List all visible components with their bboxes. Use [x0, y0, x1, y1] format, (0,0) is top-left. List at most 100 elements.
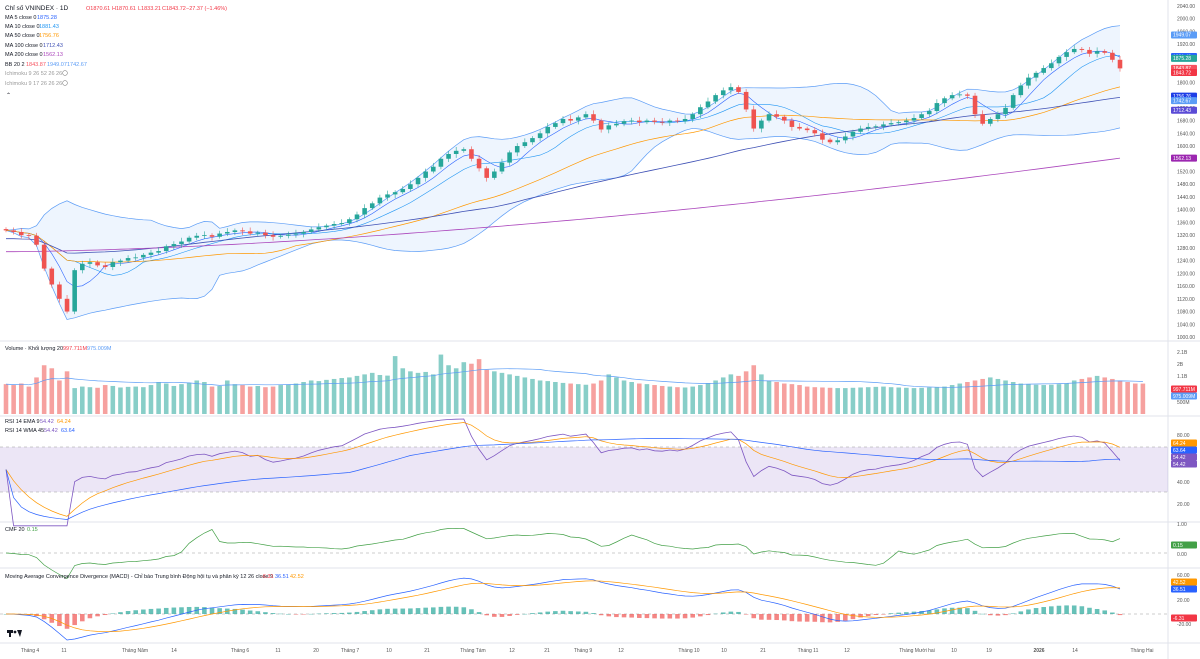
candle-body — [1018, 85, 1024, 96]
macd-histogram-bar — [118, 612, 123, 614]
macd-histogram-bar — [1049, 606, 1054, 614]
volume-bar — [34, 377, 39, 414]
macd-histogram-bar — [675, 614, 680, 619]
volume-bar — [484, 369, 489, 414]
rsi-line2-label[interactable]: RSI 14 WMA 45 — [5, 428, 44, 434]
cmf-line — [5, 527, 1121, 579]
volume-bar — [713, 380, 718, 414]
bb-label[interactable]: BB 20 2 — [5, 62, 25, 68]
volume-bar — [720, 377, 726, 414]
eye-off-icon[interactable] — [62, 70, 68, 76]
candle-body — [972, 95, 978, 115]
volume-bar — [232, 384, 238, 414]
macd-histogram-bar — [438, 606, 444, 614]
cmf-series — [5, 527, 1121, 579]
ichimoku2-label[interactable]: Ichimoku 9 17 26 26 26 — [5, 81, 62, 87]
time-axis-label: 2026 — [1033, 648, 1044, 654]
ma50-label[interactable]: MA 50 close 0 — [5, 33, 40, 39]
price-axis-label: 1360.00 — [1177, 220, 1195, 226]
price-tag-bg — [1171, 54, 1197, 62]
macd-axis-label: 60.00 — [1177, 573, 1190, 579]
volume-bar — [1033, 384, 1039, 414]
time-axis-label: Tháng Tám — [460, 648, 485, 654]
candle-body — [545, 126, 551, 134]
ma100-label[interactable]: MA 100 close 0 — [5, 43, 43, 49]
time-axis-label: 11 — [275, 648, 280, 654]
macd-histogram-bar — [560, 610, 566, 614]
candle-body — [553, 123, 558, 127]
volume-bar — [751, 365, 757, 414]
time-axis-label: 10 — [386, 648, 392, 654]
collapse-legend-icon[interactable]: ⌃ — [6, 92, 11, 99]
ma5-line — [5, 50, 1121, 288]
candle-body — [209, 235, 215, 237]
candle-body — [392, 192, 398, 195]
macd-tag: 36.51 — [1173, 587, 1186, 593]
macd-label[interactable]: Moving Average Convergence Divergence (M… — [5, 573, 273, 580]
volume-bar — [1094, 375, 1100, 414]
cmf-label[interactable]: CMF 20 — [5, 527, 25, 533]
candle-body — [141, 254, 146, 258]
ichimoku1-label[interactable]: Ichimoku 9 26 52 26 26 — [5, 71, 62, 77]
macd-histogram-bar — [270, 613, 276, 614]
volume-axis-label: 2B — [1177, 362, 1184, 368]
ma200-label[interactable]: MA 200 close 0 — [5, 52, 43, 58]
macd-histogram-bar — [843, 614, 848, 621]
candle-body — [705, 101, 711, 108]
macd-histogram-bar — [972, 610, 978, 614]
volume-bar — [1049, 384, 1054, 414]
volume-label[interactable]: Volume · Khối lượng 20 — [5, 346, 63, 352]
volume-bar — [209, 386, 215, 414]
candle-body — [217, 233, 222, 237]
symbol-title[interactable]: Chỉ số VNINDEX · 1D — [5, 3, 69, 12]
candle-body — [362, 208, 367, 215]
volume-bar — [400, 368, 406, 414]
candle-body — [942, 98, 947, 104]
candle-body — [1110, 52, 1115, 60]
rsi-tag-bg — [1171, 453, 1197, 461]
macd-histogram-bar — [667, 614, 673, 619]
rsi-line1-label[interactable]: RSI 14 EMA 9 — [5, 419, 40, 425]
volume-bar — [919, 387, 924, 414]
volume-bar — [141, 387, 146, 414]
rsi-series — [5, 418, 1121, 527]
candle-body — [850, 131, 856, 137]
cmf-value: 0.15 — [27, 527, 38, 533]
volume-bar — [537, 380, 543, 414]
candle-body — [919, 114, 924, 119]
candle-body — [301, 231, 306, 234]
macd-histogram-bar — [240, 609, 245, 614]
candle-body — [713, 95, 718, 102]
macd-histogram-bar — [514, 614, 520, 615]
eye-off-icon[interactable] — [62, 80, 68, 86]
candle-body — [232, 230, 238, 232]
volume-bar — [263, 387, 268, 414]
candle-body — [720, 90, 726, 96]
candle-body — [560, 118, 566, 124]
candle-body — [606, 125, 612, 130]
volume-bar — [659, 385, 665, 414]
macd-histogram-bar — [591, 613, 596, 614]
price-axis-label: 2000.00 — [1177, 17, 1195, 23]
time-axis-label: Tháng 10 — [678, 648, 699, 654]
volume-bar — [461, 362, 467, 414]
price-tag: 1843.72 — [1173, 70, 1191, 76]
macd-histogram-bar — [759, 614, 764, 620]
macd-tag-bg — [1171, 614, 1197, 622]
price-axis-label: 1000.00 — [1177, 335, 1195, 341]
volume-bar — [774, 382, 779, 414]
macd-histogram-bar — [95, 614, 100, 617]
macd-histogram-bar — [80, 614, 85, 622]
volume-bar — [41, 365, 47, 414]
macd-series — [3, 577, 1123, 641]
candle-body — [637, 120, 642, 123]
ma10-label[interactable]: MA 10 close 0 — [5, 24, 40, 30]
volume-bar — [57, 380, 62, 414]
rsi-ema-line — [5, 422, 1121, 517]
volume-bar — [781, 383, 787, 414]
candle-body — [408, 184, 413, 190]
ma100-line — [6, 97, 1121, 254]
cmf-axis-label: 0.00 — [1177, 552, 1187, 558]
ma5-label[interactable]: MA 5 close 0 — [5, 15, 37, 21]
